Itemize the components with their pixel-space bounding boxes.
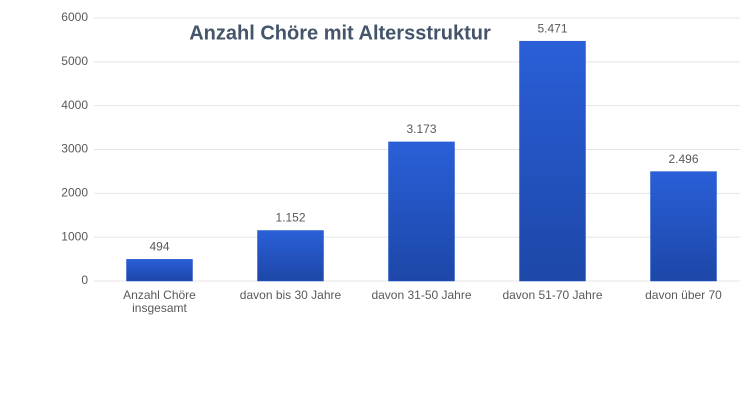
x-tick-label: davon über 70 bbox=[645, 288, 722, 302]
y-tick-label: 2000 bbox=[61, 186, 88, 200]
x-tick-label: davon bis 30 Jahre bbox=[239, 288, 342, 302]
y-tick-label: 1000 bbox=[61, 229, 88, 243]
x-tick-label: davon 51-70 Jahre bbox=[502, 288, 603, 302]
y-tick-label: 4000 bbox=[61, 98, 88, 112]
bar bbox=[126, 259, 193, 282]
bar bbox=[519, 40, 586, 282]
data-label: 5.471 bbox=[537, 21, 567, 35]
y-tick-label: 5000 bbox=[61, 54, 88, 68]
y-tick-label: 6000 bbox=[61, 10, 88, 24]
bar bbox=[257, 230, 324, 282]
data-label: 494 bbox=[149, 240, 169, 254]
bar bbox=[388, 141, 455, 282]
x-tick-label: Anzahl Chöre insgesamt bbox=[123, 288, 196, 315]
chart-title: Anzahl Chöre mit Altersstruktur bbox=[189, 22, 491, 44]
bar bbox=[650, 171, 717, 282]
data-label: 2.496 bbox=[668, 152, 698, 166]
x-tick-label: davon 31-50 Jahre bbox=[371, 288, 472, 302]
data-label: 3.173 bbox=[406, 122, 436, 136]
y-tick-label: 3000 bbox=[61, 142, 88, 156]
y-tick-label: 0 bbox=[81, 273, 88, 287]
data-label: 1.152 bbox=[275, 211, 305, 225]
